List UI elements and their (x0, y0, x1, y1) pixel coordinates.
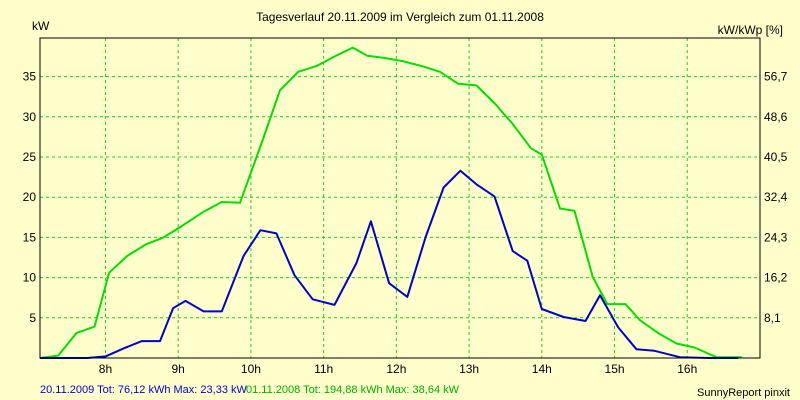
footer-credit: SunnyReport pinxit (697, 387, 790, 399)
x-tick-label: 16h (677, 362, 697, 376)
y-right-tick-label: 24,3 (764, 230, 788, 244)
x-tick-label: 15h (605, 362, 625, 376)
y-right-tick-label: 32,4 (764, 190, 788, 204)
tick-labels: 8h 9h 10h 11h 12h 13h 14h 15h 16h 5 8,1 10 16,2 15 24,… (23, 70, 788, 376)
legend-series-2008: 01.11.2008 Tot: 194,88 kWh Max: 38,64 kW (246, 384, 460, 396)
legend-series-2009: 20.11.2009 Tot: 76,12 kWh Max: 23,33 kW (40, 384, 247, 396)
x-tick-label: 8h (99, 362, 112, 376)
x-tick-label: 13h (459, 362, 479, 376)
chart-title: Tagesverlauf 20.11.2009 im Vergleich zum… (256, 10, 544, 24)
x-tick-label: 10h (241, 362, 261, 376)
x-tick-label: 14h (532, 362, 552, 376)
x-tick-label: 11h (314, 362, 333, 376)
y-left-tick-label: 5 (29, 311, 36, 325)
y-right-tick-label: 16,2 (764, 271, 788, 285)
grid (40, 38, 760, 358)
x-tick-label: 12h (386, 362, 406, 376)
plot-frame (39, 37, 761, 359)
y-left-tick-label: 35 (23, 70, 37, 84)
y-left-tick-label: 15 (23, 230, 37, 244)
series-line-20-11-2009 (40, 169, 739, 359)
y-right-tick-label: 56,7 (764, 70, 788, 84)
y-left-tick-label: 30 (23, 110, 37, 124)
x-tick-label: 9h (172, 362, 185, 376)
y-right-tick-label: 48,6 (764, 110, 788, 124)
y-left-axis-label: kW (32, 19, 50, 33)
series-lines (39, 46, 742, 359)
y-left-tick-label: 25 (23, 150, 37, 164)
footer-legend: 20.11.2009 Tot: 76,12 kWh Max: 23,33 kW … (40, 384, 460, 396)
y-right-tick-label: 8,1 (764, 311, 781, 325)
y-right-axis-label: kW/kWp [%] (718, 23, 783, 37)
series-line-01-11-2008 (39, 46, 742, 359)
y-left-tick-label: 10 (23, 271, 37, 285)
y-left-tick-label: 20 (23, 190, 37, 204)
y-right-tick-label: 40,5 (764, 150, 788, 164)
